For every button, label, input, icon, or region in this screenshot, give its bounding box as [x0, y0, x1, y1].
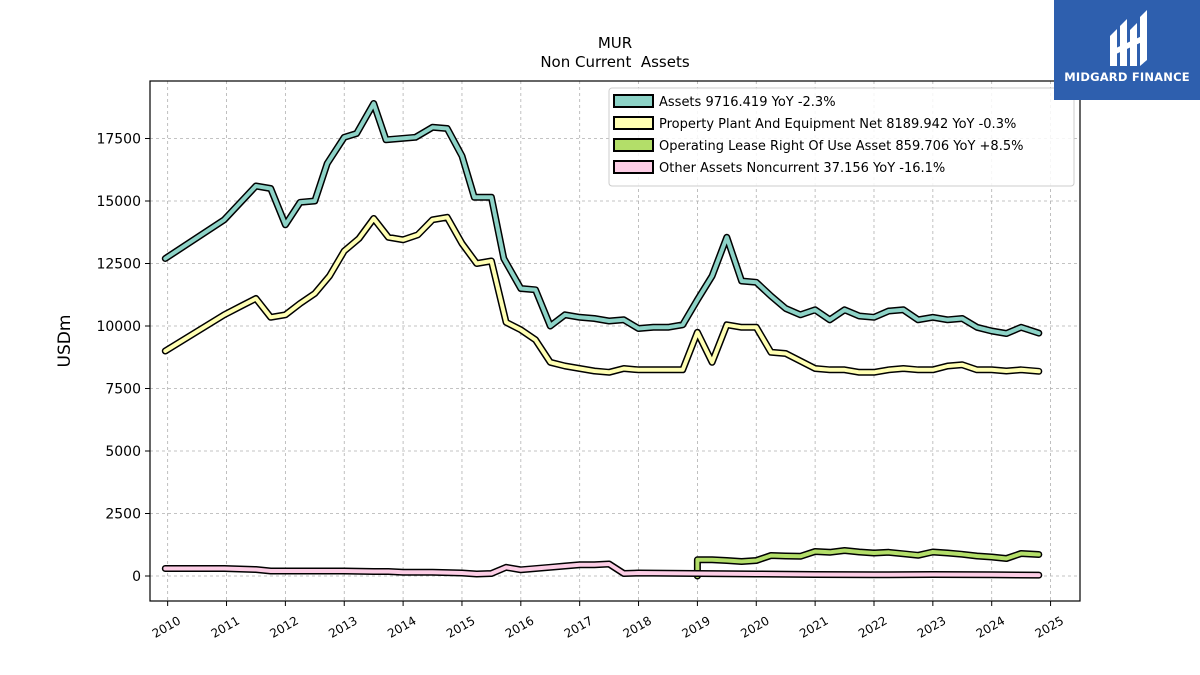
y-tick-label: 10000 [96, 319, 141, 335]
legend-swatch [613, 116, 654, 130]
series-line-fill [695, 548, 1041, 578]
chart-title: MUR [598, 34, 632, 52]
series-line [161, 213, 1043, 376]
brand-logo-icon [1110, 10, 1147, 66]
x-tick-label: 2019 [679, 613, 712, 640]
series-line-fill [163, 215, 1041, 375]
y-axis-label: USDm [55, 315, 75, 368]
x-tick-label: 2013 [326, 613, 359, 640]
x-tick-label: 2016 [503, 613, 536, 640]
x-tick-label: 2011 [209, 613, 242, 640]
series-line [693, 547, 1043, 580]
x-tick-label: 2020 [738, 613, 771, 640]
plot-frame [149, 80, 1081, 602]
legend-label: Property Plant And Equipment Net 8189.94… [659, 117, 1016, 132]
y-tick-label: 7500 [105, 382, 141, 398]
legend-label: Operating Lease Right Of Use Asset 859.7… [659, 139, 1023, 154]
legend-box [608, 87, 1075, 187]
y-tick-label: 5000 [105, 444, 141, 460]
x-tick-label: 2014 [385, 613, 418, 640]
series-line [161, 100, 1043, 337]
y-tick-label: 0 [132, 569, 141, 585]
series-line [161, 560, 1043, 579]
legend-swatch [613, 94, 654, 108]
legend-swatch [613, 160, 654, 174]
x-tick-label: 2015 [444, 613, 477, 640]
series-line-outline [161, 213, 1043, 376]
x-tick-label: 2012 [267, 613, 300, 640]
legend-label: Assets 9716.419 YoY -2.3% [659, 95, 836, 110]
brand-logo: MIDGARD FINANCE [1054, 0, 1200, 100]
x-tick-label: 2010 [150, 613, 183, 640]
x-tick-label: 2018 [621, 613, 654, 640]
x-tick-label: 2021 [797, 613, 830, 640]
x-tick-label: 2024 [974, 613, 1007, 640]
y-tick-label: 12500 [96, 257, 141, 273]
brand-name: MIDGARD FINANCE [1064, 70, 1190, 84]
legend-label: Other Assets Noncurrent 37.156 YoY -16.1… [659, 161, 945, 176]
x-tick-label: 2022 [856, 613, 889, 640]
y-tick-label: 15000 [96, 194, 141, 210]
series-line-fill [163, 562, 1041, 578]
legend-swatch [613, 138, 654, 152]
y-tick-label: 2500 [105, 507, 141, 523]
x-tick-label: 2017 [562, 613, 595, 640]
legend: Assets 9716.419 YoY -2.3% Property Plant … [608, 87, 1075, 187]
x-tick-label: 2023 [915, 613, 948, 640]
x-tick-label: 2025 [1033, 613, 1066, 640]
chart-subtitle: Non Current Assets [540, 53, 690, 71]
y-tick-label: 17500 [96, 132, 141, 148]
series-line-fill [163, 101, 1041, 336]
